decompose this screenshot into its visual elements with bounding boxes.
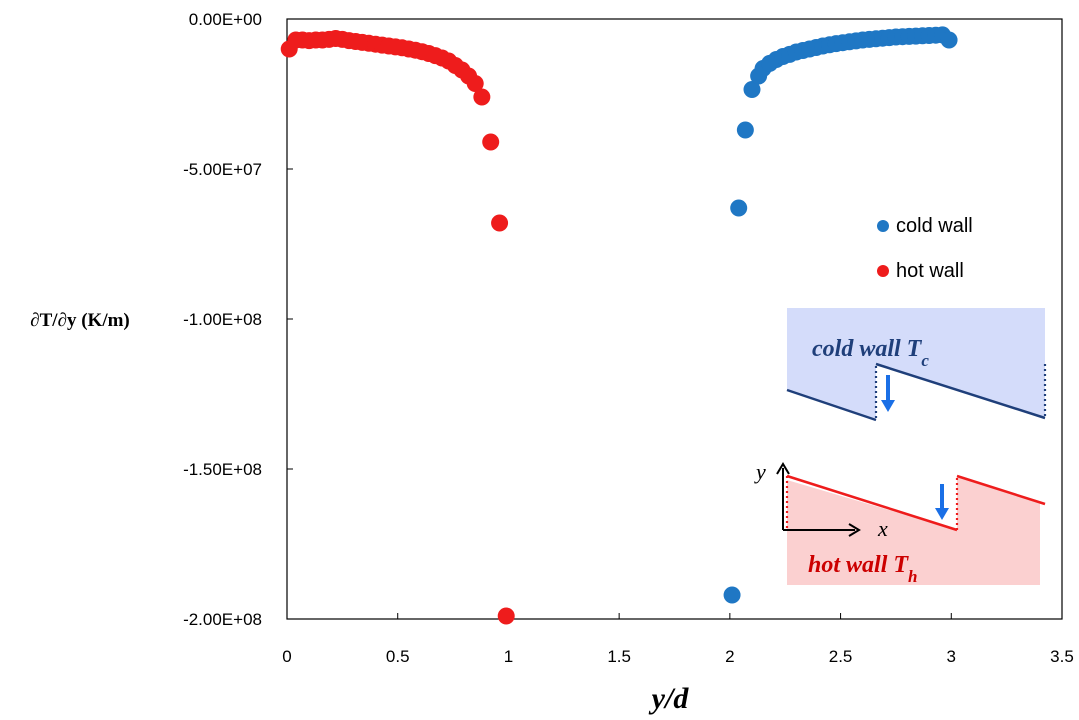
cold-wall-region xyxy=(787,308,1045,420)
x-tick-label: 3.5 xyxy=(1050,647,1074,666)
x-tick-label: 3 xyxy=(947,647,956,666)
x-tick-label: 1 xyxy=(504,647,513,666)
y-axis-label: ∂T/∂y (K/m) xyxy=(30,310,130,331)
x-axis-label: y/d xyxy=(649,682,690,715)
inset-y-letter: y xyxy=(754,459,766,484)
hot-wall-line xyxy=(786,474,958,532)
y-axis-ticks: 0.00E+00 -5.00E+07 -1.00E+08 -1.50E+08 -2.00… xyxy=(183,10,293,629)
x-tick-label: 1.5 xyxy=(607,647,631,666)
cold-wall-point xyxy=(736,121,754,139)
inset-y-arrowhead xyxy=(776,462,790,475)
hot-wall-point xyxy=(482,133,500,151)
cold-wall-point xyxy=(723,586,741,604)
hot-wall-point xyxy=(497,607,515,625)
legend-label-cold: cold wall xyxy=(896,215,973,237)
y-tick-label: -5.00E+07 xyxy=(183,160,262,179)
cold-wall-point xyxy=(940,31,958,49)
legend-marker-hot xyxy=(877,265,889,277)
hot-wall-point xyxy=(473,88,491,106)
hot-wall-region xyxy=(787,477,1040,585)
data-points xyxy=(280,26,958,625)
y-tick-label: -1.00E+08 xyxy=(183,310,262,329)
cold-wall-line xyxy=(875,362,1046,420)
x-tick-label: 0 xyxy=(282,647,291,666)
cold-wall-point xyxy=(730,199,748,217)
x-tick-label: 2.5 xyxy=(829,647,853,666)
cold-wall-point xyxy=(743,81,761,98)
hot-wall-point xyxy=(491,214,509,232)
legend: cold wall hot wall xyxy=(877,215,973,282)
y-tick-label: -2.00E+08 xyxy=(183,610,262,629)
hot-arrow-icon xyxy=(935,508,949,520)
cold-wall-label: cold wall Tc xyxy=(812,336,929,370)
cold-arrow-icon xyxy=(881,400,895,412)
x-tick-label: 2 xyxy=(725,647,734,666)
legend-marker-cold xyxy=(877,220,889,232)
y-tick-label: -1.50E+08 xyxy=(183,460,262,479)
cold-wall-line xyxy=(786,388,877,422)
hot-wall-label: hot wall Th xyxy=(808,552,918,586)
legend-label-hot: hot wall xyxy=(896,260,964,282)
y-tick-label: 0.00E+00 xyxy=(189,10,262,29)
hot-wall-line xyxy=(956,474,1046,506)
hot-wall-point xyxy=(466,75,484,92)
inset-diagram: cold wall Tc hot wall Th y x xyxy=(754,308,1047,586)
x-tick-label: 0.5 xyxy=(386,647,410,666)
x-axis-ticks: 0 0.5 1 1.5 2 2.5 3 3.5 xyxy=(282,613,1074,666)
inset-x-arrowhead xyxy=(848,523,861,537)
inset-x-letter: x xyxy=(877,516,888,541)
